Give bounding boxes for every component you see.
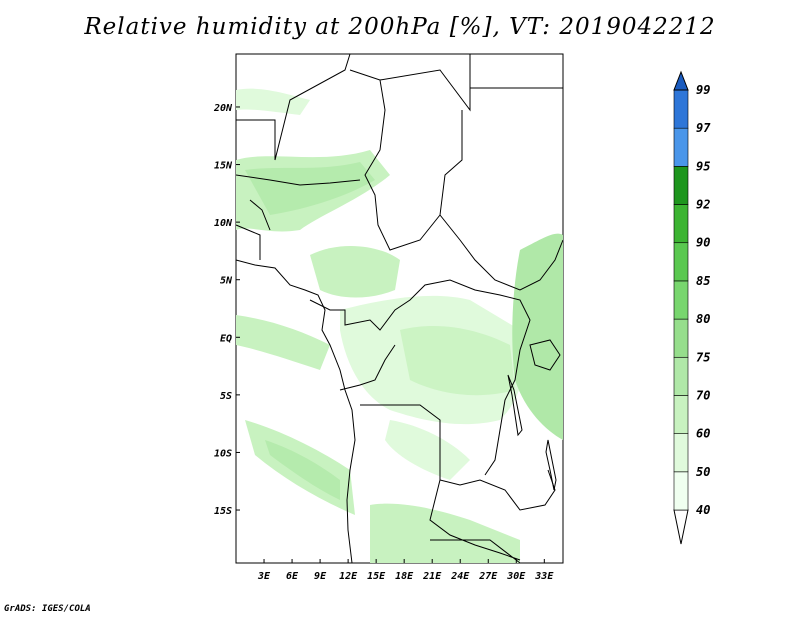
rh-area-nigeria [310, 245, 400, 298]
rh-area-congo-inner [400, 325, 515, 396]
colorbar-segment [673, 242, 689, 282]
lon-tick-label: 30E [506, 571, 526, 582]
grads-credit: GrADS: IGES/COLA [4, 604, 91, 614]
lat-tick-label: 20N [213, 103, 233, 114]
coastline-west [235, 259, 356, 564]
lat-tick-label: 10S [214, 448, 232, 459]
lake-malawi [545, 439, 557, 491]
colorbar: 40 50 60 70 75 80 85 90 92 95 97 99 [673, 70, 711, 545]
lon-tick-label: 33E [534, 571, 554, 582]
border-lines-central [235, 174, 556, 564]
map-panel: 20N 15N 10N 5N EQ 5S 10S 15S 3E 6E 9E 12E 15E 18E 21E… [213, 53, 564, 582]
colorbar-segment [673, 127, 689, 167]
colorbar-label: 95 [696, 159, 710, 173]
colorbar-segment [673, 356, 689, 396]
lon-tick-label: 9E [314, 571, 327, 582]
lon-tick-label: 3E [257, 571, 271, 582]
colorbar-segment [673, 166, 689, 205]
colorbar-low-triangle [673, 509, 689, 545]
lon-tick-label: 12E [339, 571, 358, 582]
colorbar-segment [673, 471, 689, 511]
colorbar-label: 97 [696, 121, 711, 135]
colorbar-label: 40 [696, 503, 710, 517]
colorbar-segment [673, 280, 689, 320]
colorbar-high-triangle [673, 70, 689, 91]
lon-tick-label: 21E [422, 571, 442, 582]
lat-axis: 20N 15N 10N 5N EQ 5S 10S 15S [213, 103, 240, 517]
rh-area-south [370, 503, 520, 563]
colorbar-segment [673, 89, 689, 129]
humidity-shading [236, 88, 563, 563]
colorbar-label: 75 [696, 350, 710, 364]
rh-area-north [236, 88, 310, 115]
lon-axis: 3E 6E 9E 12E 15E 18E 21E 24E 27E 30E 33E [257, 559, 554, 582]
lon-tick-label: 6E [286, 571, 299, 582]
rh-area-west-africa-inner [245, 162, 375, 215]
lat-tick-label: 5S [220, 391, 232, 402]
lat-tick-label: EQ [220, 333, 232, 344]
colorbar-label: 80 [696, 312, 710, 326]
rh-area-angola [385, 420, 470, 480]
border-lines-north [236, 53, 564, 291]
lon-tick-label: 15E [367, 571, 386, 582]
colorbar-segment [673, 395, 689, 434]
lat-tick-label: 10N [214, 218, 233, 229]
lon-tick-label: 24E [450, 571, 470, 582]
lake-tanganyika [507, 374, 523, 437]
colorbar-segment [673, 204, 689, 244]
colorbar-segment [673, 318, 689, 358]
lat-tick-label: 5N [220, 276, 233, 287]
colorbar-label: 70 [696, 388, 710, 402]
colorbar-label: 90 [696, 236, 710, 250]
lake-victoria [529, 339, 561, 371]
rh-area-east [512, 233, 563, 440]
borders [235, 53, 564, 564]
lon-tick-label: 18E [395, 571, 414, 582]
colorbar-label: 50 [696, 465, 710, 479]
colorbar-label: 85 [696, 274, 710, 288]
lat-tick-label: 15S [214, 506, 232, 517]
colorbar-label: 99 [696, 83, 710, 97]
lon-tick-label: 27E [478, 571, 498, 582]
lat-tick-label: 15N [214, 161, 233, 172]
rh-area-southwest-inner [265, 440, 340, 500]
colorbar-label: 92 [696, 198, 710, 212]
map-title: Relative humidity at 200hPa [%], VT: 201… [84, 14, 716, 40]
colorbar-label: 60 [696, 427, 710, 441]
colorbar-segment [673, 433, 689, 473]
rh-area-gulf [236, 315, 330, 370]
